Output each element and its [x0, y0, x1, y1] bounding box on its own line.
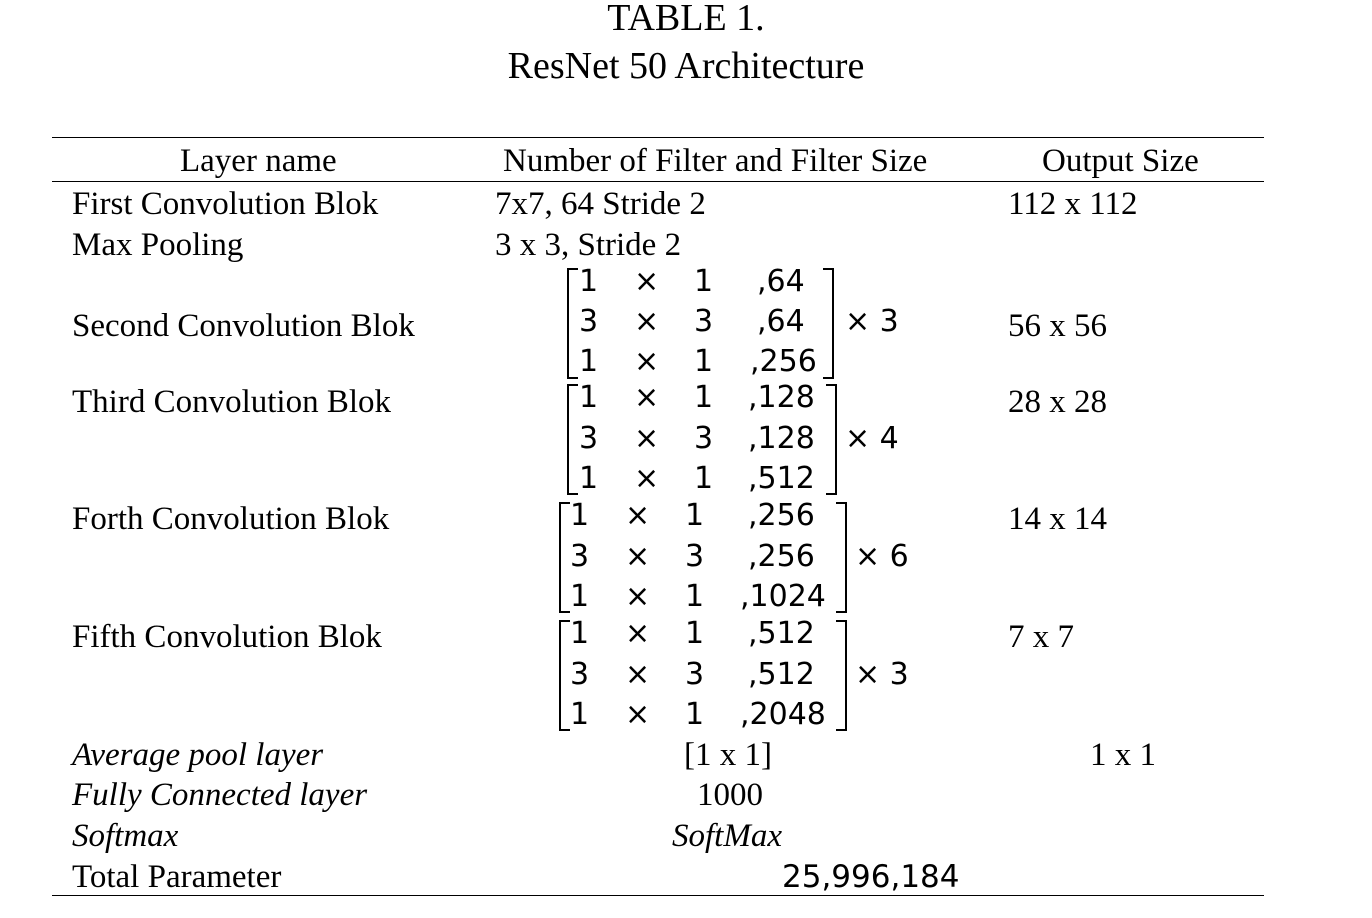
matrix-left-bracket	[559, 502, 570, 613]
matrix-cell: ,128	[748, 421, 815, 456]
matrix-left-bracket	[567, 384, 578, 495]
matrix-cell: 1	[685, 616, 705, 651]
row-softmax-filter: SoftMax	[672, 818, 782, 854]
matrix-cell: ,512	[748, 616, 815, 651]
row-fc-layer: Fully Connected layer	[72, 777, 368, 813]
header-filter-size: Number of Filter and Filter Size	[503, 143, 928, 179]
matrix-repeat: × 6	[855, 539, 909, 574]
matrix-cell: ,512	[748, 657, 815, 692]
table-bottom-rule	[52, 895, 1264, 896]
matrix-cell: 3	[685, 539, 705, 574]
matrix-cell: 1	[579, 461, 599, 496]
matrix-cell: ×	[625, 498, 651, 533]
matrix-cell: 3	[570, 657, 590, 692]
matrix-cell: 1	[694, 344, 714, 379]
matrix-cell: ×	[634, 461, 660, 496]
matrix-cell: 1	[579, 380, 599, 415]
matrix-cell: ,64	[757, 304, 805, 339]
matrix-cell: ×	[625, 697, 651, 732]
table-top-rule	[52, 137, 1264, 138]
row-fc-filter: 1000	[697, 777, 763, 813]
matrix-cell: ,256	[750, 344, 817, 379]
row-max-pool-layer: Max Pooling	[72, 227, 244, 263]
matrix-cell: 3	[579, 421, 599, 456]
matrix-left-bracket	[567, 268, 578, 379]
header-layer-name: Layer name	[180, 143, 337, 179]
matrix-cell: ,64	[757, 264, 805, 299]
row-forth-conv-output: 14 x 14	[1008, 501, 1107, 537]
table-caption-title: ResNet 50 Architecture	[507, 45, 865, 87]
header-output-size: Output Size	[1042, 143, 1199, 179]
row-second-conv-layer: Second Convolution Blok	[72, 308, 415, 344]
matrix-cell: 1	[685, 579, 705, 614]
row-max-pool-filter: 3 x 3, Stride 2	[495, 227, 682, 263]
matrix-cell: ,2048	[740, 697, 826, 732]
matrix-cell: ×	[634, 344, 660, 379]
matrix-cell: ×	[625, 579, 651, 614]
matrix-cell: 1	[685, 697, 705, 732]
table-header-rule	[52, 181, 1264, 182]
matrix-cell: 1	[685, 498, 705, 533]
row-avg-pool-filter: [1 x 1]	[684, 737, 772, 773]
matrix-cell: ×	[634, 421, 660, 456]
row-fifth-conv-layer: Fifth Convolution Blok	[72, 619, 382, 655]
matrix-cell: 1	[579, 264, 599, 299]
matrix-cell: 1	[694, 380, 714, 415]
matrix-left-bracket	[559, 620, 570, 731]
row-third-conv-layer: Third Convolution Blok	[72, 384, 392, 420]
matrix-cell: 3	[694, 421, 714, 456]
row-first-conv-layer: First Convolution Blok	[72, 186, 379, 222]
matrix-cell: 3	[694, 304, 714, 339]
matrix-cell: 1	[570, 498, 590, 533]
matrix-cell: ,512	[748, 461, 815, 496]
matrix-right-bracket	[836, 502, 847, 613]
matrix-cell: ,256	[748, 498, 815, 533]
row-total-param-label: Total Parameter	[72, 859, 282, 895]
matrix-cell: 1	[570, 616, 590, 651]
matrix-repeat: × 3	[845, 304, 899, 339]
matrix-right-bracket	[826, 384, 837, 495]
matrix-cell: 3	[570, 539, 590, 574]
matrix-cell: 1	[579, 344, 599, 379]
matrix-cell: 1	[570, 579, 590, 614]
row-first-conv-output: 112 x 112	[1008, 186, 1138, 222]
row-avg-pool-output: 1 x 1	[1090, 737, 1156, 773]
row-total-param-value: 25,996,184	[782, 859, 960, 895]
row-fifth-conv-output: 7 x 7	[1008, 619, 1074, 655]
matrix-cell: ×	[634, 304, 660, 339]
matrix-cell: 1	[570, 697, 590, 732]
matrix-cell: ×	[625, 657, 651, 692]
matrix-repeat: × 4	[845, 421, 899, 456]
row-first-conv-filter: 7x7, 64 Stride 2	[495, 186, 706, 222]
matrix-cell: 1	[694, 461, 714, 496]
matrix-cell: ×	[634, 380, 660, 415]
matrix-right-bracket	[823, 268, 834, 379]
matrix-cell: ,1024	[740, 579, 826, 614]
matrix-cell: ,128	[748, 380, 815, 415]
matrix-cell: 3	[685, 657, 705, 692]
row-third-conv-output: 28 x 28	[1008, 384, 1107, 420]
matrix-cell: 3	[579, 304, 599, 339]
matrix-cell: 1	[694, 264, 714, 299]
matrix-repeat: × 3	[855, 657, 909, 692]
matrix-cell: ×	[625, 539, 651, 574]
row-forth-conv-layer: Forth Convolution Blok	[72, 501, 390, 537]
row-second-conv-output: 56 x 56	[1008, 308, 1107, 344]
matrix-cell: ×	[625, 616, 651, 651]
matrix-right-bracket	[836, 620, 847, 731]
row-softmax-layer: Softmax	[72, 818, 179, 854]
table-caption-label: TABLE 1.	[607, 0, 765, 39]
row-avg-pool-layer: Average pool layer	[72, 737, 324, 773]
matrix-cell: ×	[634, 264, 660, 299]
matrix-cell: ,256	[748, 539, 815, 574]
